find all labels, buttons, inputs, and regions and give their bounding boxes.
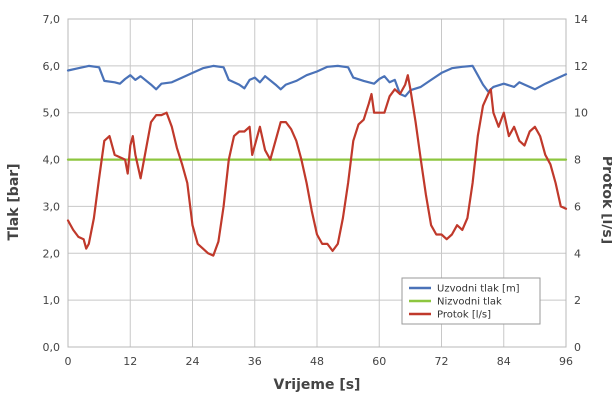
legend-items: Uzvodni tlak [m] Nizvodni tlak Protok [l/s… <box>409 284 520 321</box>
x-axis-title: Vrijeme [s] <box>274 377 361 393</box>
y-left-tick-label: 0,0 <box>43 341 61 354</box>
series-line-3 <box>66 74 568 257</box>
series-layer <box>66 64 568 257</box>
y-right-tick-label: 8 <box>574 154 581 167</box>
series-line-1 <box>66 64 568 98</box>
y-axis-right-title: Protok [l/s] <box>599 156 612 244</box>
legend-label: Nizvodni tlak <box>437 297 502 308</box>
x-tick-label: 96 <box>559 355 573 368</box>
x-tick-label: 48 <box>310 355 324 368</box>
legend: Uzvodni tlak [m] Nizvodni tlak Protok [l/s… <box>401 277 541 325</box>
x-tick-label: 24 <box>186 355 200 368</box>
y-right-tick-label: 10 <box>574 107 588 120</box>
y-right-tick-label: 0 <box>574 341 581 354</box>
y-right-tick-label: 6 <box>574 200 581 213</box>
x-tick-label: 72 <box>435 355 449 368</box>
y-left-tick-label: 5,0 <box>43 107 61 120</box>
x-tick-label: 84 <box>497 355 511 368</box>
y-left-tick-label: 3,0 <box>43 200 61 213</box>
y-left-tick-label: 2,0 <box>43 247 61 260</box>
y-right-tick-label: 14 <box>574 13 588 26</box>
y-left-tick-label: 7,0 <box>43 13 61 26</box>
y-left-tick-label: 6,0 <box>43 60 61 73</box>
y-right-tick-label: 4 <box>574 247 581 260</box>
y-axis-left-title: Tlak [bar] <box>6 163 22 240</box>
legend-label: Uzvodni tlak [m] <box>437 284 520 295</box>
plot-frame <box>67 18 567 348</box>
x-tick-label: 36 <box>248 355 262 368</box>
x-tick-label: 60 <box>372 355 386 368</box>
y-left-tick-label: 1,0 <box>43 294 61 307</box>
x-tick-label: 12 <box>123 355 137 368</box>
legend-label: Protok [l/s] <box>437 310 491 321</box>
x-tick-label: 0 <box>65 355 72 368</box>
y-right-tick-label: 12 <box>574 60 588 73</box>
y-left-tick-label: 4,0 <box>43 154 61 167</box>
y-right-tick-label: 2 <box>574 294 581 307</box>
